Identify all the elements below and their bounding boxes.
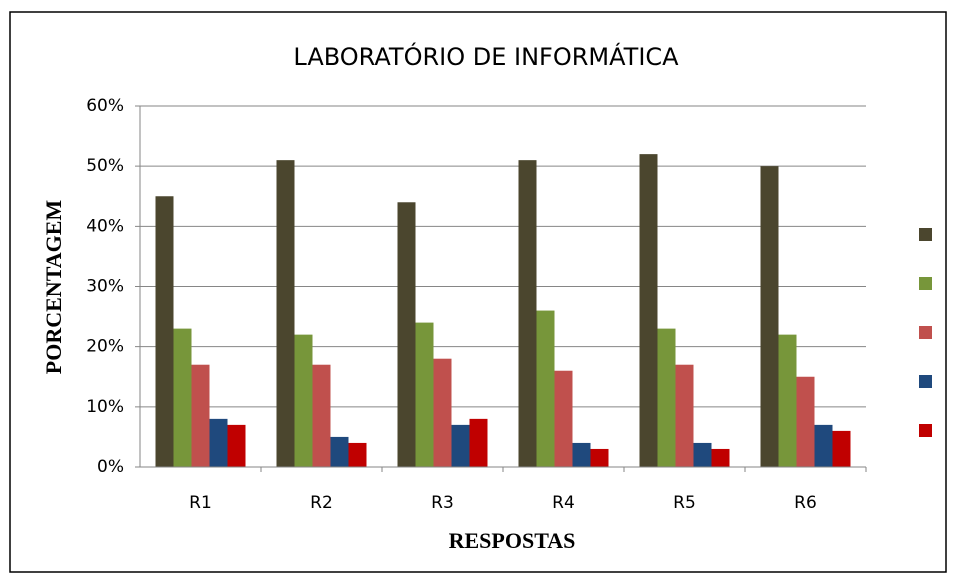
bar (348, 442, 367, 467)
bar (209, 418, 228, 467)
x-tick-label: R5 (673, 493, 696, 513)
bar (397, 202, 416, 467)
x-tick-label: R6 (794, 493, 817, 513)
bar (155, 196, 174, 467)
x-axis-label: RESPOSTAS (449, 528, 576, 553)
bar (693, 442, 712, 467)
bar (657, 328, 676, 467)
legend-swatch (919, 228, 932, 241)
bar (294, 334, 313, 467)
legend-swatch (919, 375, 932, 388)
legend-swatch (919, 424, 932, 437)
bar (312, 364, 331, 467)
bar (536, 310, 555, 467)
bar (675, 364, 694, 467)
bar (415, 322, 434, 467)
y-tick-label: 40% (86, 216, 124, 236)
chart-title: LABORATÓRIO DE INFORMÁTICA (293, 41, 679, 71)
x-tick-label: R4 (552, 493, 575, 513)
bar (451, 424, 470, 467)
bar (639, 154, 658, 467)
bar (590, 448, 609, 467)
bar (469, 418, 488, 467)
x-tick-label: R2 (310, 493, 333, 513)
y-tick-label: 10% (86, 397, 124, 417)
y-tick-label: 60% (86, 96, 124, 116)
bar (554, 370, 573, 467)
bar (778, 334, 797, 467)
legend-swatch (919, 326, 932, 339)
bar (572, 442, 591, 467)
bar (518, 160, 537, 467)
bar (711, 448, 730, 467)
bar (796, 376, 815, 467)
y-tick-label: 30% (86, 277, 124, 297)
x-tick-label: R1 (189, 493, 212, 513)
legend-swatch (919, 277, 932, 290)
y-axis-label: PORCENTAGEM (41, 200, 66, 375)
y-tick-label: 20% (86, 337, 124, 357)
bar (760, 166, 779, 467)
y-tick-label: 50% (86, 156, 124, 176)
bar (173, 328, 192, 467)
bar (814, 424, 833, 467)
bar (227, 424, 246, 467)
bar (276, 160, 295, 467)
bar (191, 364, 210, 467)
chart-border (9, 11, 947, 573)
bar (330, 436, 349, 467)
x-tick-label: R3 (431, 493, 454, 513)
bar (832, 430, 851, 467)
y-tick-label: 0% (97, 457, 124, 477)
bar (433, 358, 452, 467)
